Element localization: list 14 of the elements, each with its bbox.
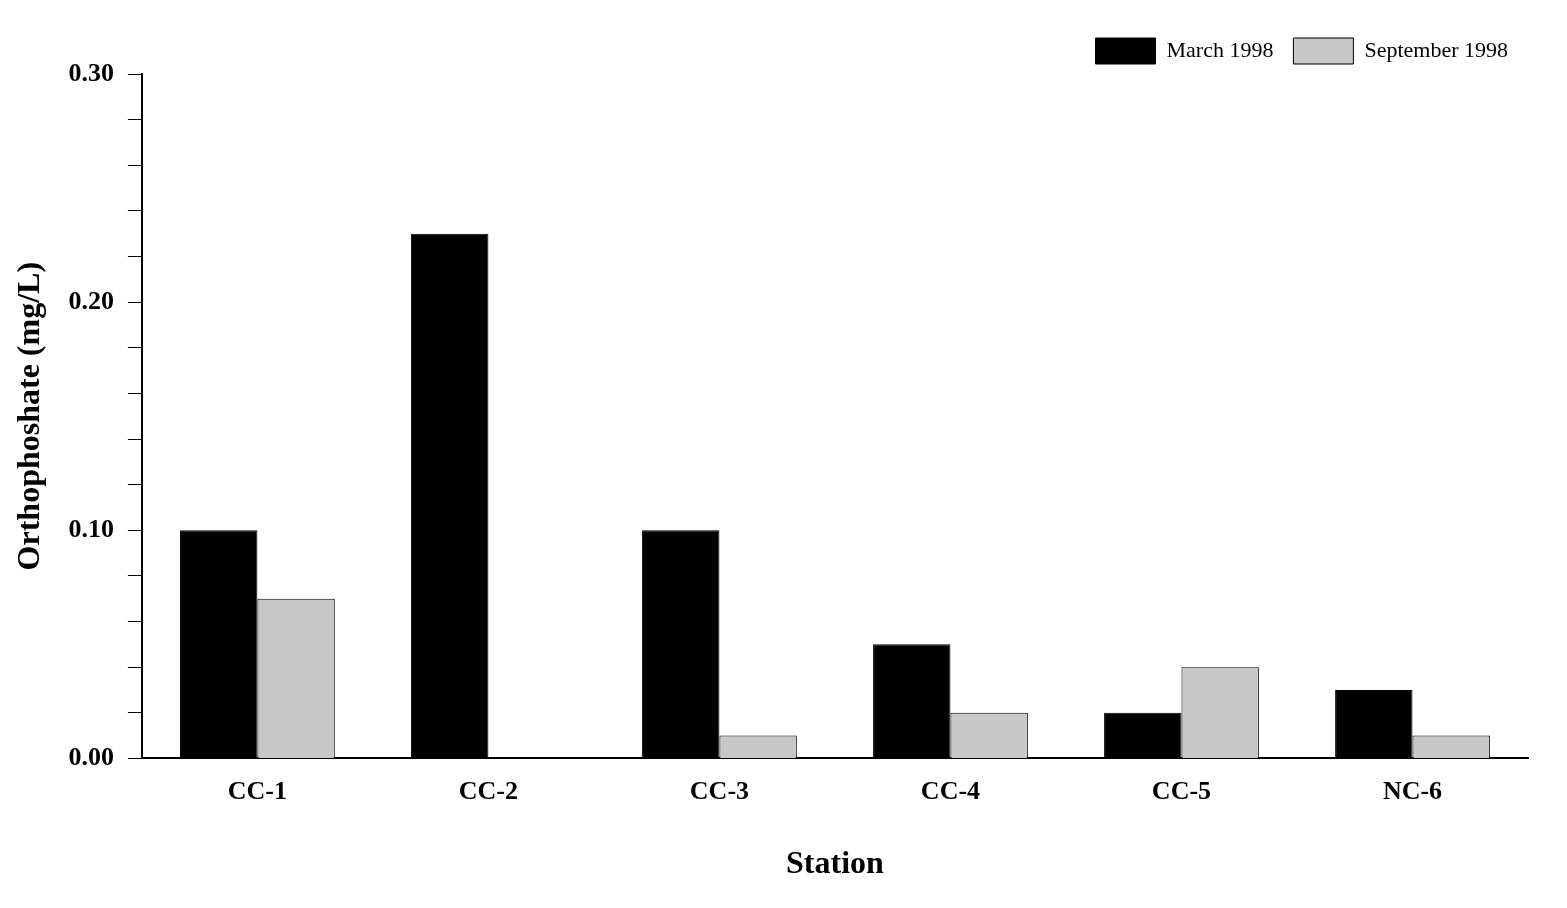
y-tick-label: 0.00: [68, 742, 114, 772]
x-axis-title: Station: [786, 844, 885, 881]
y-tick-label: 0.10: [68, 513, 114, 543]
y-tick-label: 0.30: [68, 57, 114, 87]
x-tick-label: CC-4: [920, 775, 981, 805]
x-tick-label: CC-1: [227, 775, 288, 805]
x-tick-label: CC-5: [1151, 775, 1212, 805]
legend-label: September 1998: [1364, 36, 1509, 62]
y-tick-label: 0.20: [68, 285, 114, 315]
y-axis-title: Orthophoshate (mg/L): [10, 261, 47, 571]
legend-label: March 1998: [1166, 36, 1274, 62]
x-tick-label: CC-3: [689, 775, 750, 805]
x-tick-label: NC-6: [1382, 775, 1443, 805]
x-tick-label: CC-2: [458, 775, 519, 805]
